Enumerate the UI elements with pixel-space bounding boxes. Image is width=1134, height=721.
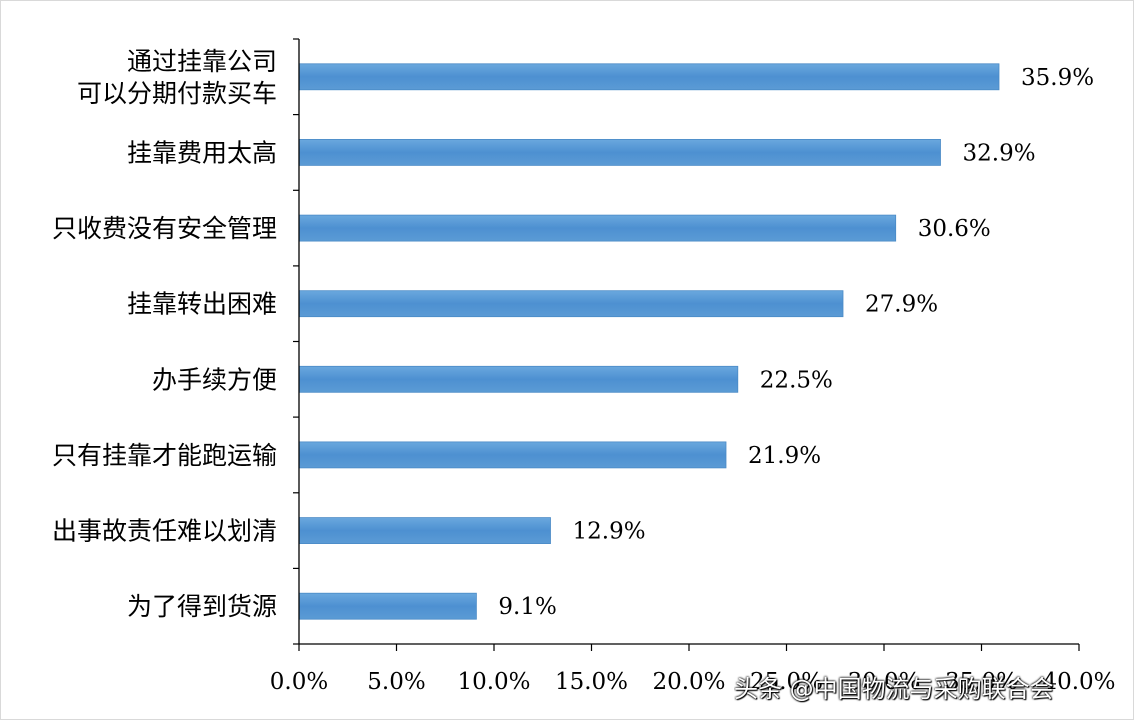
category-label: 为了得到货源 bbox=[127, 592, 277, 621]
bar bbox=[298, 63, 1000, 91]
x-tick-label: 40.0% bbox=[1042, 669, 1115, 695]
category-label: 出事故责任难以划清 bbox=[52, 517, 277, 546]
bar-value-label: 22.5% bbox=[760, 367, 833, 393]
bar bbox=[298, 214, 897, 242]
x-tick-label: 0.0% bbox=[270, 669, 328, 695]
bar-value-label: 30.6% bbox=[918, 216, 991, 242]
category-label: 挂靠费用太高 bbox=[127, 138, 277, 167]
bar bbox=[298, 441, 727, 469]
bar-value-label: 27.9% bbox=[865, 292, 938, 318]
bar-value-label: 35.9% bbox=[1021, 65, 1094, 91]
x-tick-label: 5.0% bbox=[367, 669, 425, 695]
category-label: 挂靠转出困难 bbox=[127, 290, 277, 319]
category-label: 只有挂靠才能跑运输 bbox=[52, 441, 277, 470]
bar bbox=[298, 592, 477, 620]
category-label: 只收费没有安全管理 bbox=[52, 214, 277, 243]
bar bbox=[298, 290, 844, 318]
bar-value-label: 12.9% bbox=[573, 519, 646, 545]
x-tick-label: 30.0% bbox=[847, 669, 920, 695]
bar bbox=[298, 517, 551, 544]
category-label: 通过挂靠公司可以分期付款买车 bbox=[77, 47, 277, 108]
bar-value-label: 9.1% bbox=[498, 594, 556, 620]
x-tick-label: 25.0% bbox=[750, 669, 823, 695]
bar bbox=[298, 365, 739, 393]
bar bbox=[298, 138, 941, 166]
x-tick-label: 35.0% bbox=[945, 669, 1018, 695]
bar-value-label: 21.9% bbox=[748, 443, 821, 469]
x-tick-label: 10.0% bbox=[457, 669, 530, 695]
x-tick-label: 20.0% bbox=[652, 669, 725, 695]
watermark: 头条 @中国物流与采购联合会 bbox=[734, 675, 1054, 703]
x-tick-label: 15.0% bbox=[555, 669, 628, 695]
bar-value-label: 32.9% bbox=[963, 140, 1036, 166]
category-label: 办手续方便 bbox=[152, 365, 277, 394]
